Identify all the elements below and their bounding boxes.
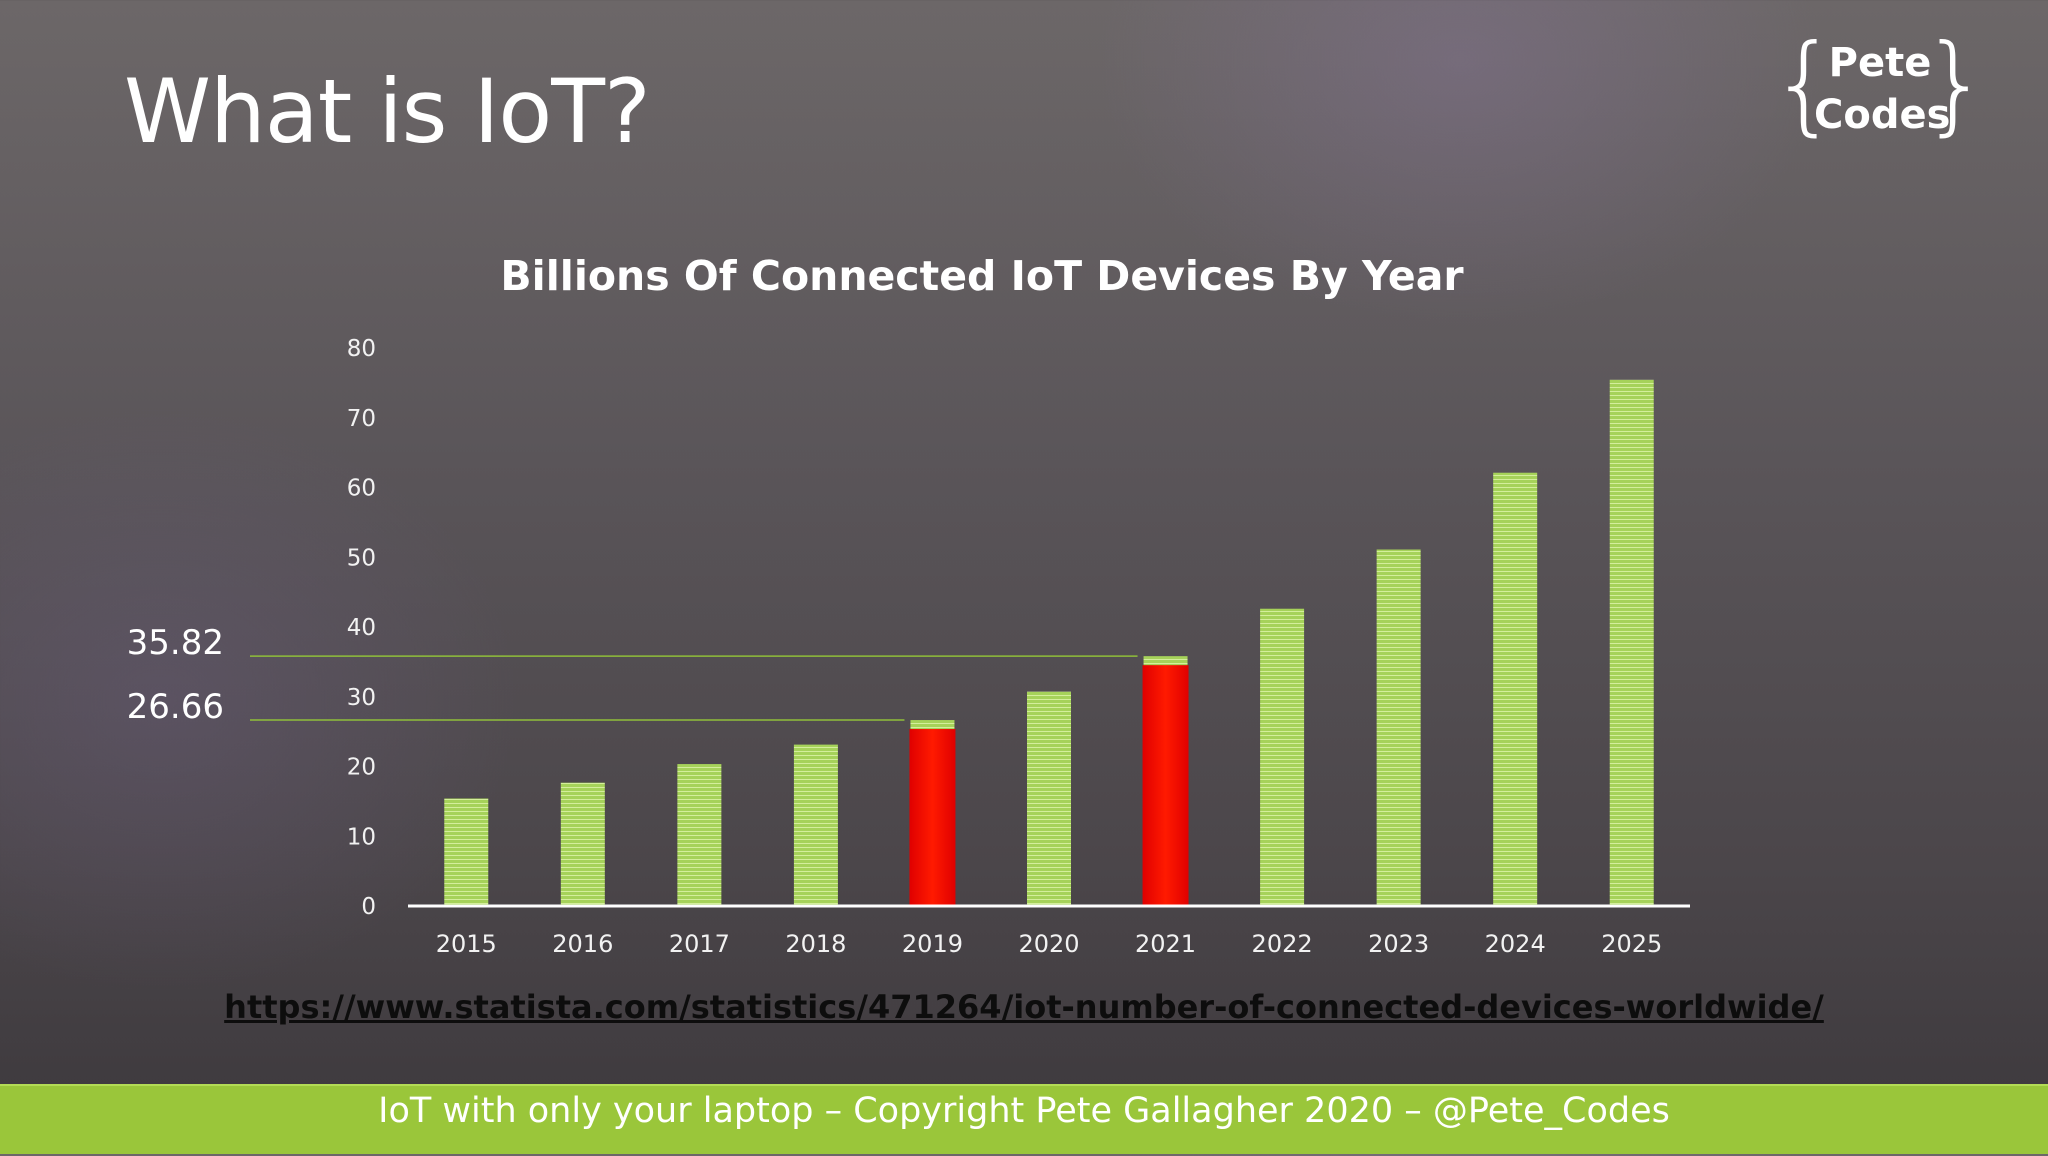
bar-2018 xyxy=(793,744,838,906)
y-tick-label: 20 xyxy=(347,755,376,781)
x-tick-label: 2019 xyxy=(902,930,963,958)
x-tick-label: 2018 xyxy=(785,930,846,958)
y-tick-label: 50 xyxy=(347,545,376,571)
y-tick-label: 10 xyxy=(347,824,376,850)
y-tick-label: 0 xyxy=(361,894,376,920)
reference-label: 26.66 xyxy=(127,687,224,727)
footer-bar: IoT with only your laptop – Copyright Pe… xyxy=(0,1084,2048,1154)
x-tick-label: 2021 xyxy=(1135,930,1196,958)
slide-title: What is IoT? xyxy=(124,60,651,163)
logo-word-codes: Codes xyxy=(1814,92,1951,138)
x-tick-label: 2025 xyxy=(1601,930,1662,958)
reference-label: 35.82 xyxy=(127,623,224,663)
bar-2022 xyxy=(1260,608,1305,906)
bar-2023 xyxy=(1376,549,1421,906)
x-tick-label: 2023 xyxy=(1368,930,1429,958)
y-tick-label: 70 xyxy=(347,406,376,432)
x-tick-label: 2024 xyxy=(1485,930,1546,958)
y-tick-label: 30 xyxy=(347,685,376,711)
highlight-bar-2021 xyxy=(1142,665,1189,906)
y-tick-label: 80 xyxy=(347,336,376,362)
reference-lines: 35.82 26.66 xyxy=(127,623,1138,727)
bar-2024 xyxy=(1493,472,1538,906)
y-tick-label: 60 xyxy=(347,476,376,502)
x-tick-label: 2015 xyxy=(436,930,497,958)
bar-2016 xyxy=(560,782,605,906)
bar-2015 xyxy=(444,798,489,906)
bar-2025 xyxy=(1609,379,1654,906)
chart-title: Billions Of Connected IoT Devices By Yea… xyxy=(500,252,1464,300)
x-axis: 2015 2016 2017 2018 2019 2020 2021 2022 2023 2024… xyxy=(436,930,1663,958)
source-link[interactable]: https://www.statista.com/statistics/4712… xyxy=(224,988,1824,1026)
x-tick-label: 2017 xyxy=(669,930,730,958)
footer-text: IoT with only your laptop – Copyright Pe… xyxy=(378,1091,1670,1131)
y-tick-label: 40 xyxy=(347,615,376,641)
x-tick-label: 2022 xyxy=(1252,930,1313,958)
logo-word-pete: Pete xyxy=(1828,40,1932,86)
logo-close-brace: } xyxy=(1921,22,1990,147)
highlight-bar-2019 xyxy=(909,729,956,906)
y-axis: 0 10 20 30 40 50 60 70 80 xyxy=(347,336,376,920)
x-tick-label: 2016 xyxy=(552,930,613,958)
x-tick-label: 2020 xyxy=(1018,930,1079,958)
logo-open-brace: { xyxy=(1770,22,1839,147)
bars xyxy=(444,379,1654,906)
pete-codes-logo: { Pete Codes } xyxy=(1770,30,1990,150)
bar-2017 xyxy=(677,764,722,906)
bar-2020 xyxy=(1027,691,1071,906)
